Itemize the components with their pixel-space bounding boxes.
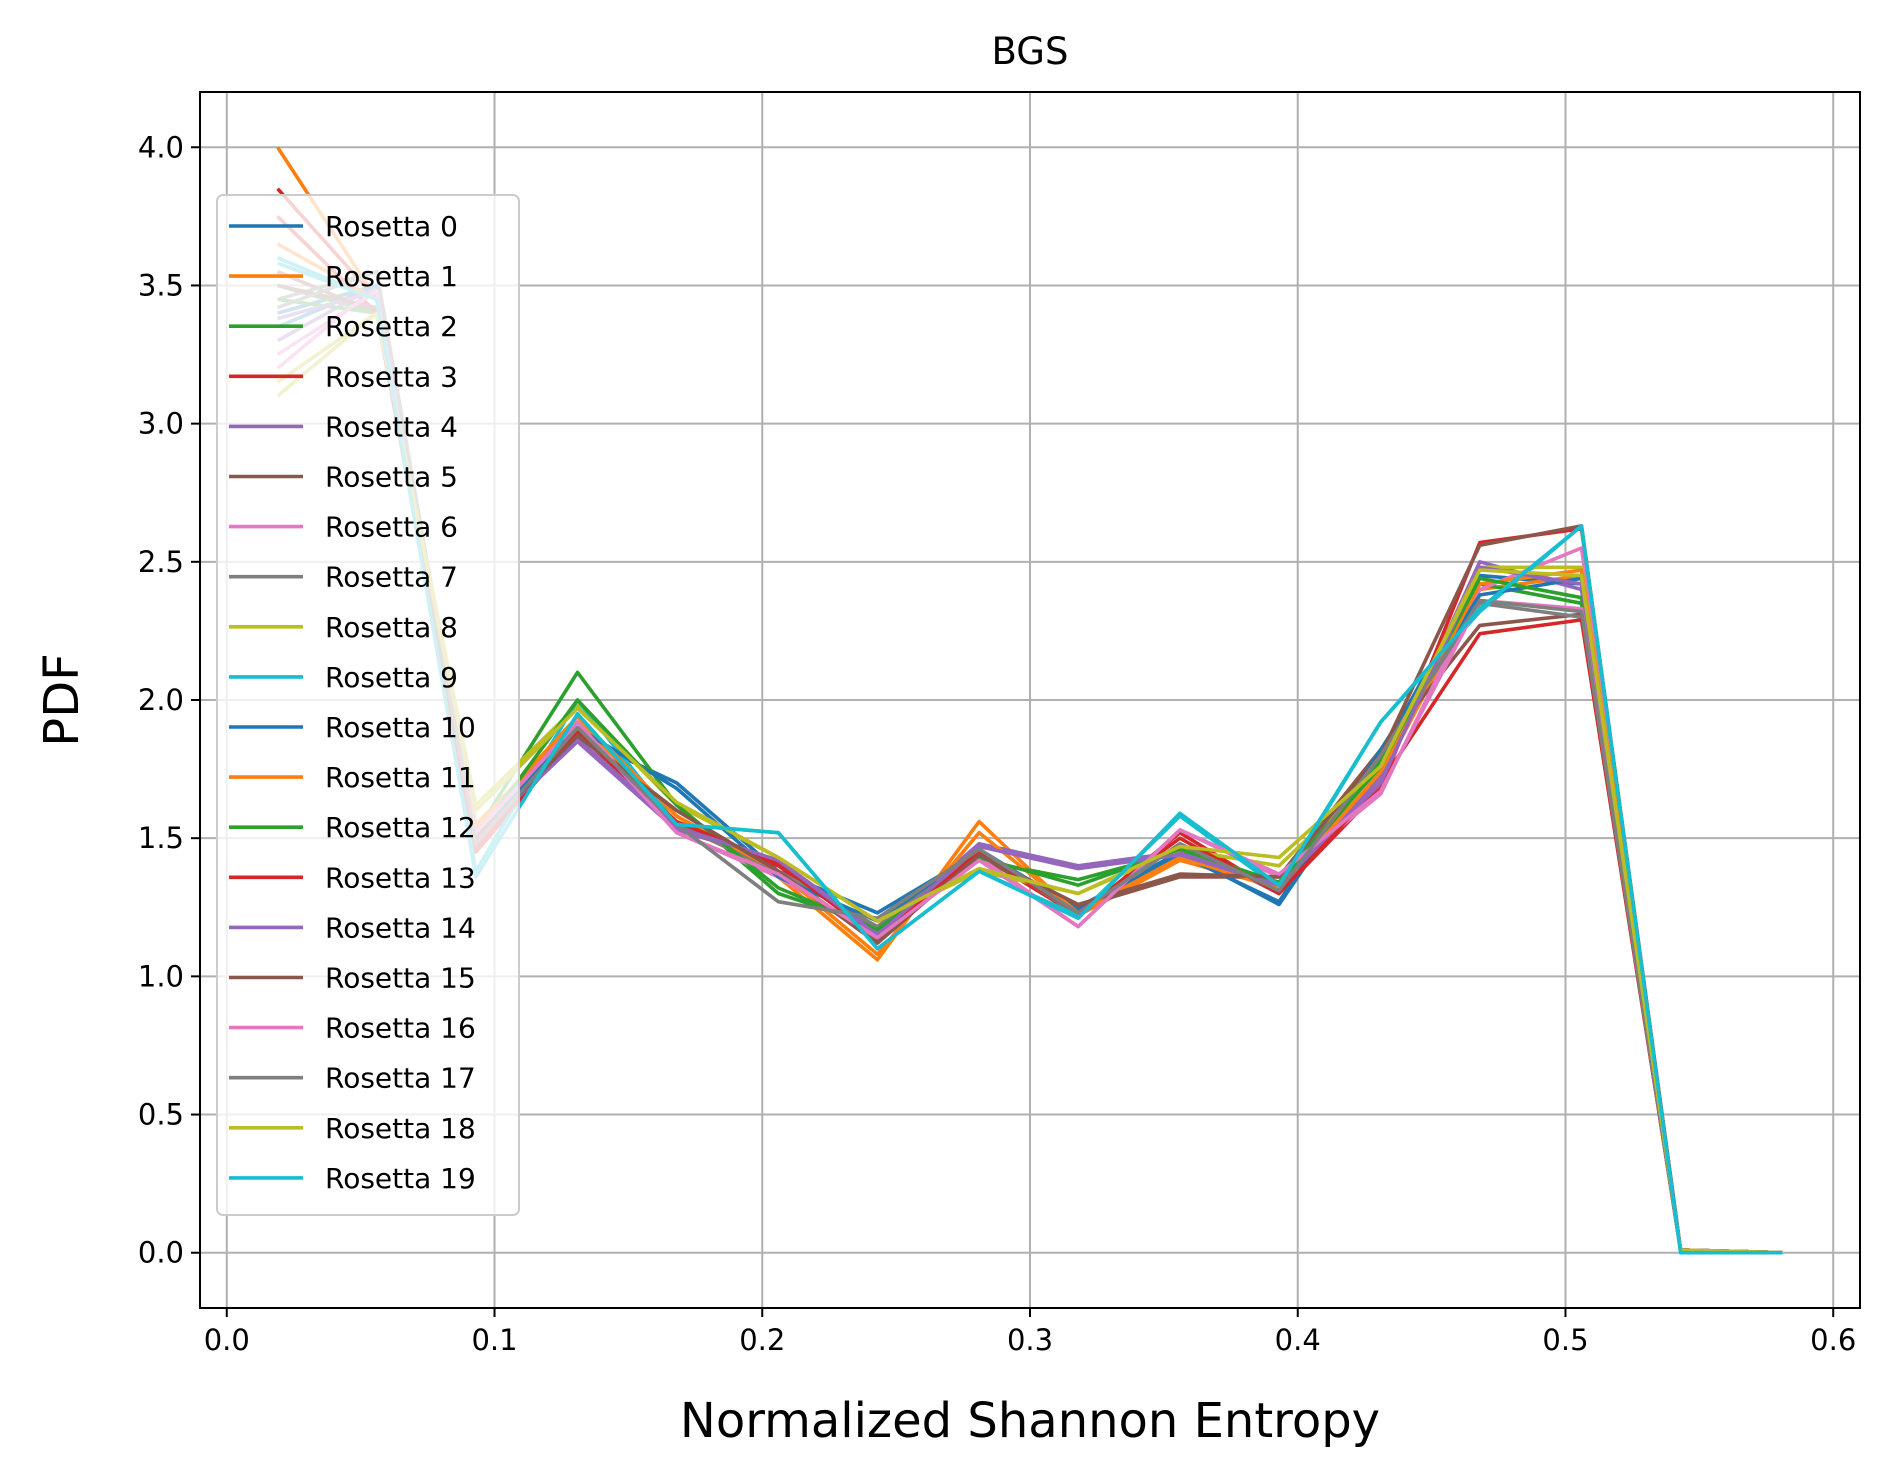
y-axis-title: PDF bbox=[34, 653, 90, 747]
x-tick-label: 0.1 bbox=[471, 1323, 517, 1357]
legend-label: Rosetta 18 bbox=[325, 1112, 476, 1145]
legend-label: Rosetta 14 bbox=[325, 911, 476, 944]
chart-title: BGS bbox=[992, 30, 1069, 73]
legend-label: Rosetta 11 bbox=[325, 761, 476, 794]
grid bbox=[200, 92, 1860, 1308]
series-lines bbox=[276, 146, 1783, 1255]
series-line-rosetta-12 bbox=[277, 297, 1783, 1255]
x-tick-label: 0.6 bbox=[1810, 1323, 1856, 1357]
y-tick-label: 1.5 bbox=[138, 821, 184, 855]
y-tick-label: 1.0 bbox=[138, 959, 184, 993]
legend-label: Rosetta 17 bbox=[325, 1062, 476, 1095]
series-line-rosetta-19 bbox=[276, 261, 1783, 1255]
y-tick-label: 2.5 bbox=[138, 545, 184, 579]
legend-label: Rosetta 0 bbox=[325, 210, 458, 243]
legend-label: Rosetta 10 bbox=[325, 711, 476, 744]
x-tick-label: 0.2 bbox=[739, 1323, 785, 1357]
ticks: 0.0 0.1 0.2 0.3 0.4 0.5 0.6 0.0 0.5 1.0 1.5 2.0 2.5 3… bbox=[138, 130, 1856, 1357]
legend-label: Rosetta 7 bbox=[325, 561, 458, 594]
legend: Rosetta 0 Rosetta 1 Rosetta 2 Rosetta 3 Rose… bbox=[216, 194, 520, 1216]
legend-label: Rosetta 13 bbox=[325, 861, 476, 894]
y-tick-label: 4.0 bbox=[138, 130, 184, 164]
y-tick-label: 0.0 bbox=[138, 1236, 184, 1270]
x-tick-label: 0.0 bbox=[204, 1323, 250, 1357]
legend-label: Rosetta 4 bbox=[325, 410, 458, 443]
legend-box bbox=[216, 194, 520, 1216]
x-tick-label: 0.5 bbox=[1542, 1323, 1588, 1357]
x-tick-label: 0.4 bbox=[1275, 1323, 1321, 1357]
legend-label: Rosetta 15 bbox=[325, 962, 476, 995]
y-tick-label: 3.0 bbox=[138, 407, 184, 441]
y-tick-label: 3.5 bbox=[138, 268, 184, 302]
legend-label: Rosetta 1 bbox=[325, 260, 458, 293]
legend-label: Rosetta 12 bbox=[325, 811, 476, 844]
y-tick-label: 2.0 bbox=[138, 683, 184, 717]
legend-label: Rosetta 3 bbox=[325, 360, 458, 393]
legend-label: Rosetta 8 bbox=[325, 611, 458, 644]
x-tick-label: 0.3 bbox=[1007, 1323, 1053, 1357]
legend-label: Rosetta 9 bbox=[325, 661, 458, 694]
legend-label: Rosetta 19 bbox=[325, 1162, 476, 1195]
legend-label: Rosetta 6 bbox=[325, 511, 458, 544]
x-axis-title: Normalized Shannon Entropy bbox=[680, 1393, 1380, 1449]
legend-label: Rosetta 5 bbox=[325, 461, 458, 494]
legend-label: Rosetta 2 bbox=[325, 310, 458, 343]
y-tick-label: 0.5 bbox=[138, 1098, 184, 1132]
series-line-rosetta-18 bbox=[276, 311, 1783, 1255]
legend-label: Rosetta 16 bbox=[325, 1012, 476, 1045]
